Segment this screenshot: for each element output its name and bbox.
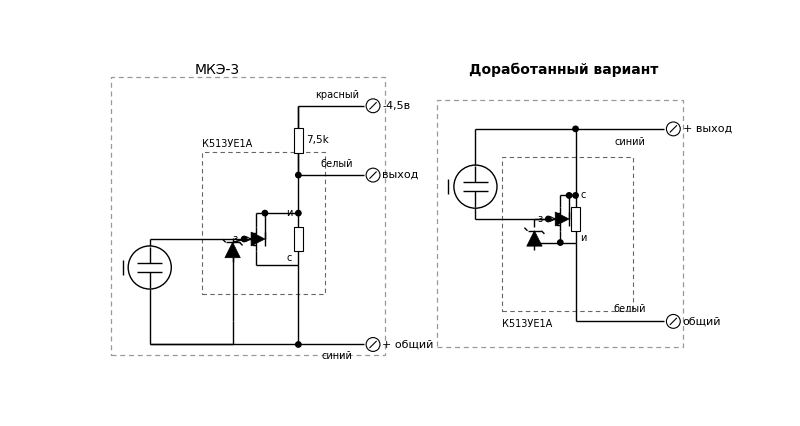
Polygon shape xyxy=(251,232,265,246)
Circle shape xyxy=(296,210,301,216)
Polygon shape xyxy=(555,212,569,226)
Text: красный: красный xyxy=(315,89,359,100)
Circle shape xyxy=(262,210,268,216)
Text: з: з xyxy=(537,214,542,224)
Bar xyxy=(294,128,303,153)
Circle shape xyxy=(546,216,551,222)
Text: 7,5k: 7,5k xyxy=(306,135,329,145)
Text: + общий: + общий xyxy=(382,340,434,349)
Circle shape xyxy=(296,173,301,178)
Bar xyxy=(294,227,303,250)
Polygon shape xyxy=(225,242,240,258)
Circle shape xyxy=(573,126,578,132)
Text: выход: выход xyxy=(382,170,418,180)
Text: синий: синий xyxy=(322,351,352,361)
Text: и: и xyxy=(286,208,292,218)
Text: з: з xyxy=(233,234,238,244)
Text: общий: общий xyxy=(682,317,721,326)
Text: + выход: + выход xyxy=(682,124,732,134)
Text: К513УЕ1А: К513УЕ1А xyxy=(202,139,252,149)
Circle shape xyxy=(573,193,578,198)
Text: К513УЕ1А: К513УЕ1А xyxy=(502,319,553,329)
Polygon shape xyxy=(526,231,542,246)
Text: Доработанный вариант: Доработанный вариант xyxy=(470,63,658,77)
Text: с: с xyxy=(287,253,292,263)
Circle shape xyxy=(558,240,563,245)
Text: с: с xyxy=(580,190,586,200)
Text: белый: белый xyxy=(321,159,353,169)
Bar xyxy=(571,207,580,230)
Text: -4,5в: -4,5в xyxy=(382,101,410,111)
Circle shape xyxy=(242,236,247,242)
Text: синий: синий xyxy=(614,137,645,147)
Text: МКЭ-3: МКЭ-3 xyxy=(195,63,240,77)
Circle shape xyxy=(566,193,572,198)
Text: и: и xyxy=(580,233,586,242)
Text: белый: белый xyxy=(613,304,646,314)
Circle shape xyxy=(296,342,301,347)
